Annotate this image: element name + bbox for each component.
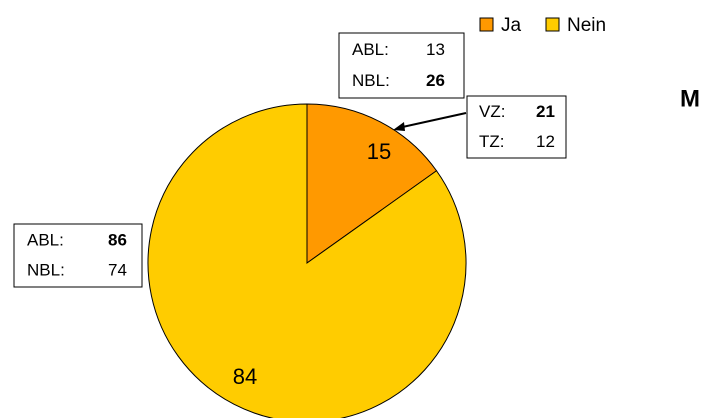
legend-swatch xyxy=(479,17,494,32)
legend-label: Nein xyxy=(567,15,606,36)
annotation-label: VZ: xyxy=(479,102,505,121)
annotation-value: 13 xyxy=(426,40,445,59)
annotation-box xyxy=(13,223,143,288)
legend-swatch xyxy=(545,17,560,32)
legend-label: Ja xyxy=(501,15,522,36)
annotation-box xyxy=(466,95,567,159)
annotation-value: 26 xyxy=(426,71,445,90)
annotation-value: 21 xyxy=(536,102,555,121)
chart-title: M xyxy=(680,85,700,112)
annotation-label: ABL: xyxy=(27,230,64,249)
annotation-value: 12 xyxy=(536,132,555,151)
annotation-label: NBL: xyxy=(352,71,390,90)
arrow xyxy=(397,112,467,129)
data-label: 15 xyxy=(367,139,391,164)
annotation-box xyxy=(338,32,465,99)
annotation-value: 74 xyxy=(108,261,127,280)
data-label: 84 xyxy=(233,364,257,389)
annotation-label: NBL: xyxy=(27,261,65,280)
pie-slice xyxy=(147,103,467,418)
arrow-head xyxy=(393,122,405,131)
annotation-label: ABL: xyxy=(352,40,389,59)
annotation-value: 86 xyxy=(108,230,127,249)
annotation-label: TZ: xyxy=(479,132,505,151)
pie-slice xyxy=(306,103,438,264)
